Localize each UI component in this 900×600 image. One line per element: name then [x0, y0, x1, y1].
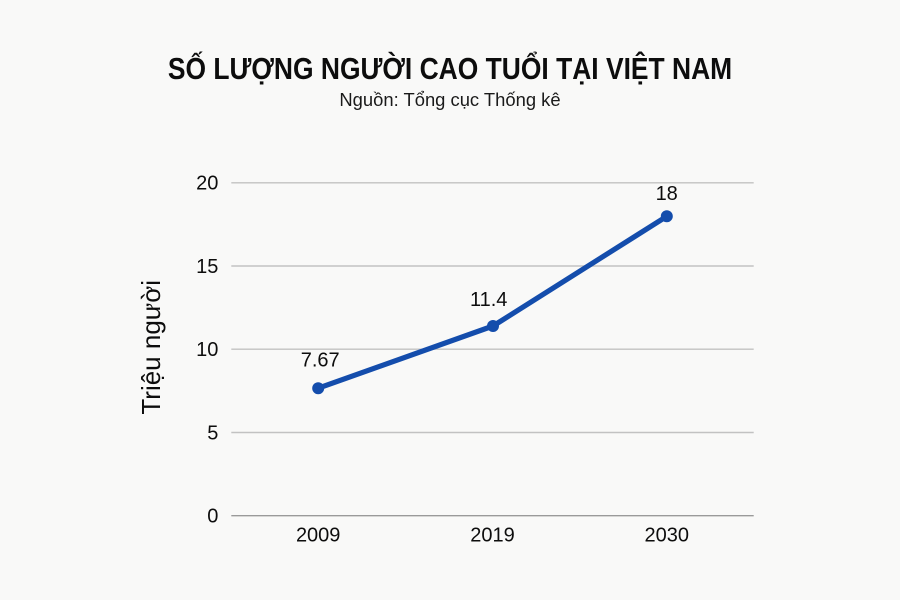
svg-text:2030: 2030	[645, 525, 690, 547]
svg-text:7.67: 7.67	[301, 350, 340, 372]
svg-text:Triệu người: Triệu người	[136, 280, 166, 415]
svg-text:11.4: 11.4	[470, 289, 507, 311]
svg-text:2019: 2019	[470, 525, 515, 547]
svg-text:10: 10	[196, 339, 218, 361]
svg-text:15: 15	[196, 256, 218, 278]
svg-text:2009: 2009	[296, 525, 341, 547]
svg-text:5: 5	[207, 422, 218, 444]
svg-text:0: 0	[207, 506, 218, 528]
svg-text:20: 20	[196, 173, 218, 195]
svg-text:18: 18	[656, 183, 678, 205]
